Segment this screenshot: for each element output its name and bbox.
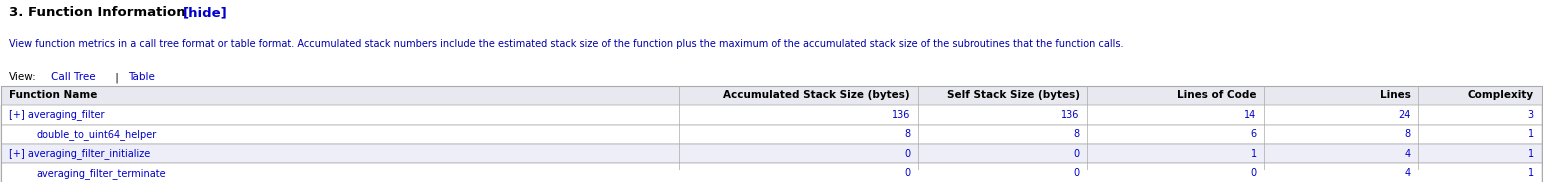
Text: View function metrics in a call tree format or table format. Accumulated stack n: View function metrics in a call tree for…: [9, 39, 1123, 49]
Text: 4: 4: [1404, 168, 1410, 178]
Text: 8: 8: [1404, 129, 1410, 139]
Text: Self Stack Size (bytes): Self Stack Size (bytes): [946, 90, 1080, 100]
Text: 8: 8: [904, 129, 910, 139]
Text: 3. Function Information: 3. Function Information: [9, 6, 190, 19]
FancyBboxPatch shape: [2, 144, 1541, 163]
Text: [+] averaging_filter: [+] averaging_filter: [9, 109, 105, 120]
Text: Function Name: Function Name: [9, 90, 97, 100]
Text: double_to_uint64_helper: double_to_uint64_helper: [37, 129, 157, 140]
FancyBboxPatch shape: [2, 105, 1541, 124]
Text: [hide]: [hide]: [184, 6, 228, 19]
Text: 1: 1: [1250, 149, 1256, 159]
Text: Lines of Code: Lines of Code: [1177, 90, 1256, 100]
Text: 0: 0: [1250, 168, 1256, 178]
Text: 136: 136: [892, 110, 910, 120]
Text: 3: 3: [1528, 110, 1534, 120]
Text: [+] averaging_filter_initialize: [+] averaging_filter_initialize: [9, 148, 150, 159]
Text: 136: 136: [1062, 110, 1080, 120]
Text: 1: 1: [1528, 129, 1534, 139]
Text: View:: View:: [9, 72, 37, 82]
FancyBboxPatch shape: [2, 163, 1541, 182]
FancyBboxPatch shape: [2, 124, 1541, 144]
Text: 1: 1: [1528, 168, 1534, 178]
Text: averaging_filter_terminate: averaging_filter_terminate: [37, 168, 167, 179]
Text: 24: 24: [1398, 110, 1410, 120]
FancyBboxPatch shape: [2, 86, 1541, 105]
Text: 0: 0: [1074, 168, 1080, 178]
Text: 0: 0: [904, 168, 910, 178]
Text: 0: 0: [904, 149, 910, 159]
Text: 6: 6: [1250, 129, 1256, 139]
Text: Table: Table: [128, 72, 154, 82]
Text: 4: 4: [1404, 149, 1410, 159]
Text: 0: 0: [1074, 149, 1080, 159]
Text: 14: 14: [1244, 110, 1256, 120]
Text: Complexity: Complexity: [1467, 90, 1534, 100]
Text: 1: 1: [1528, 149, 1534, 159]
Text: |: |: [113, 72, 122, 83]
Text: 8: 8: [1074, 129, 1080, 139]
Text: Lines: Lines: [1379, 90, 1410, 100]
Text: Call Tree: Call Tree: [51, 72, 96, 82]
Text: Accumulated Stack Size (bytes): Accumulated Stack Size (bytes): [724, 90, 910, 100]
